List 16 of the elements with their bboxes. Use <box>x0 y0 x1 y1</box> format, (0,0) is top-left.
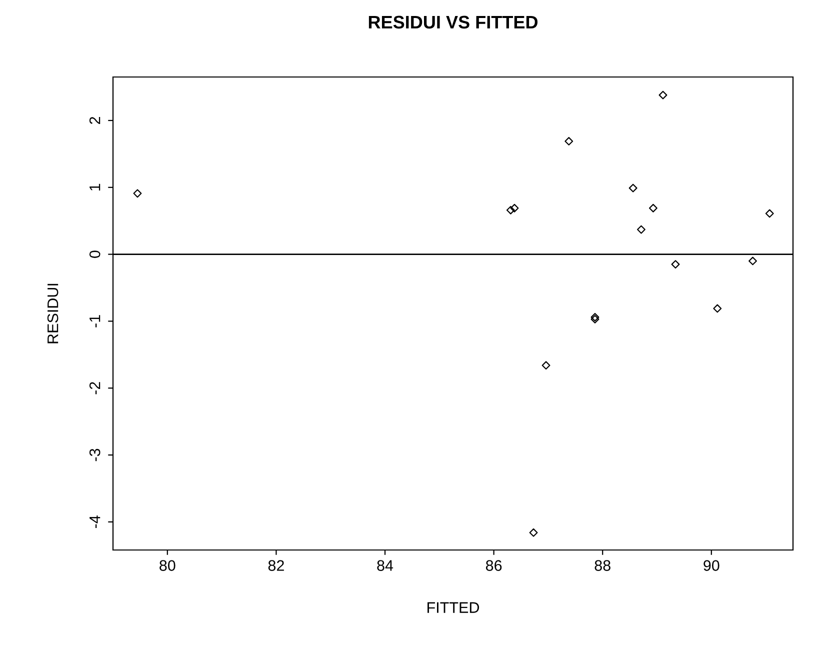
x-tick-label: 82 <box>268 560 284 571</box>
y-tick-label: 2 <box>89 117 100 124</box>
x-tick-label: 80 <box>160 560 176 571</box>
y-tick-label: -1 <box>90 315 100 328</box>
y-tick-label: -3 <box>89 448 100 462</box>
y-axis-title: RESIDUI <box>47 284 58 344</box>
x-tick-label: 86 <box>486 560 502 571</box>
x-axis-title: FITTED <box>428 602 480 613</box>
y-tick-label: 0 <box>89 250 100 258</box>
chart-title: RESIDUI VS FITTED <box>368 16 538 29</box>
x-tick-label: 88 <box>594 560 610 571</box>
y-tick-label: -2 <box>89 382 100 394</box>
x-tick-label: 90 <box>704 560 720 571</box>
x-tick-label: 84 <box>377 560 394 571</box>
y-tick-label: -4 <box>90 516 100 528</box>
y-tick-label: 1 <box>90 184 100 190</box>
